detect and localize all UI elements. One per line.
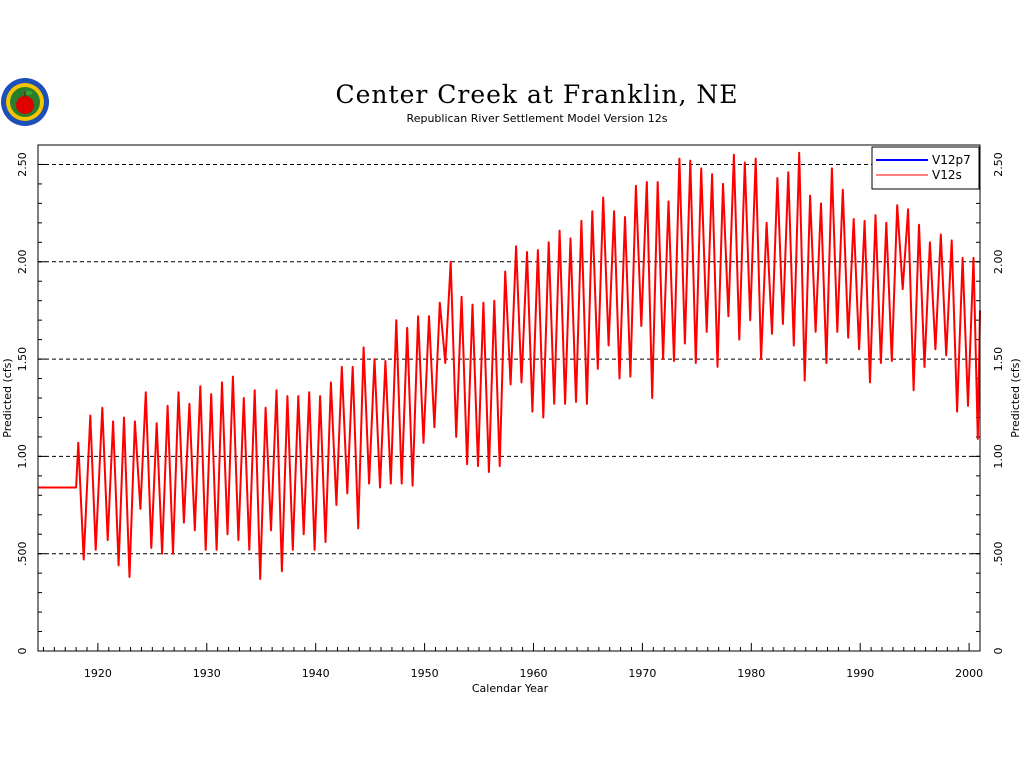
x-axis-label: Calendar Year <box>472 682 549 695</box>
legend-label-v12s: V12s <box>932 168 962 182</box>
y-tick-label-right: 0 <box>992 648 1005 655</box>
y-tick-label-left: 1.00 <box>16 444 29 469</box>
x-tick-label: 1920 <box>84 667 112 680</box>
apple-seal-logo-icon <box>1 78 49 126</box>
y-axis-label-right: Predicted (cfs) <box>1009 358 1022 437</box>
legend-label-v12p7: V12p7 <box>932 153 971 167</box>
y-tick-label-right: 2.50 <box>992 152 1005 177</box>
x-tick-label: 1940 <box>302 667 330 680</box>
y-tick-label-right: .500 <box>992 541 1005 566</box>
y-tick-label-left: 2.00 <box>16 250 29 275</box>
y-tick-label-left: 0 <box>16 648 29 655</box>
legend: V12p7 V12s <box>871 146 980 190</box>
y-tick-label-left: .500 <box>16 541 29 566</box>
x-tick-label: 1990 <box>846 667 874 680</box>
x-tick-label: 1930 <box>193 667 221 680</box>
x-tick-label: 1960 <box>520 667 548 680</box>
series-line-v12s <box>38 151 981 580</box>
legend-box <box>871 146 980 190</box>
y-axis-label-left: Predicted (cfs) <box>1 358 14 437</box>
x-tick-label: 1970 <box>628 667 656 680</box>
y-tick-label-right: 1.00 <box>992 444 1005 469</box>
y-tick-label-right: 2.00 <box>992 250 1005 275</box>
y-tick-label-left: 2.50 <box>16 152 29 177</box>
x-tick-label: 1950 <box>411 667 439 680</box>
y-tick-label-right: 1.50 <box>992 347 1005 372</box>
chart-subtitle: Republican River Settlement Model Versio… <box>407 112 668 125</box>
y-tick-label-left: 1.50 <box>16 347 29 372</box>
x-tick-label: 2000 <box>955 667 983 680</box>
chart-title: Center Creek at Franklin, NE <box>336 80 739 109</box>
x-tick-label: 1980 <box>737 667 765 680</box>
plot-frame <box>37 144 981 652</box>
